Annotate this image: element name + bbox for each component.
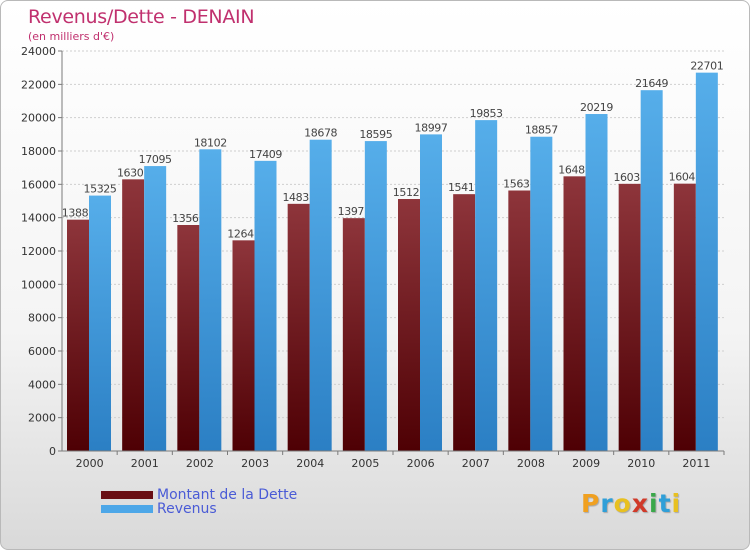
y-tick-label: 24000 — [21, 45, 56, 58]
legend-label-revenue: Revenus — [157, 501, 217, 517]
x-tick-label: 2003 — [241, 457, 269, 470]
y-tick-label: 18000 — [21, 145, 56, 158]
y-tick-label: 12000 — [21, 245, 56, 258]
revenue-value-label: 21649 — [635, 77, 668, 90]
revenue-bar — [530, 136, 553, 451]
debt-bar — [287, 203, 310, 451]
legend-swatch-debt — [101, 491, 153, 499]
x-tick-label: 2001 — [131, 457, 159, 470]
revenue-value-label: 17409 — [249, 148, 282, 161]
revenue-bar — [695, 72, 718, 452]
revenue-bar — [475, 120, 498, 451]
debt-bar — [67, 219, 89, 451]
logo-letter: x — [631, 489, 649, 518]
debt-bar — [508, 190, 531, 451]
y-tick-label: 0 — [49, 445, 56, 458]
revenue-bar — [420, 134, 442, 451]
chart-legend: Montant de la Dette Revenus — [101, 487, 298, 517]
revenue-value-label: 18102 — [194, 136, 227, 149]
debt-value-label: 1388 — [62, 207, 89, 220]
revenue-value-label: 18595 — [359, 128, 392, 141]
legend-item-debt: Montant de la Dette — [101, 487, 298, 503]
y-tick-label: 22000 — [21, 78, 56, 91]
revenue-bar — [199, 149, 222, 452]
logo-letter: i — [649, 489, 659, 518]
revenue-bar — [254, 160, 277, 451]
debt-value-label: 1541 — [448, 181, 474, 194]
revenue-bar — [144, 166, 167, 452]
x-tick-label: 2010 — [627, 457, 655, 470]
debt-bar — [342, 218, 365, 451]
debt-bar — [673, 183, 696, 451]
revenue-value-label: 18997 — [415, 121, 448, 134]
y-tick-label: 10000 — [21, 278, 56, 291]
revenue-value-label: 15325 — [84, 183, 117, 196]
revenue-value-label: 20219 — [580, 101, 613, 114]
debt-bar — [398, 199, 420, 451]
legend-item-revenue: Revenus — [101, 501, 297, 517]
debt-value-label: 1264 — [227, 227, 254, 240]
debt-value-label: 1604 — [669, 171, 696, 184]
debt-bar — [122, 179, 145, 452]
chart-title: Revenus/Dette - DENAIN — [28, 6, 255, 28]
y-tick-label: 14000 — [21, 212, 56, 225]
y-tick-label: 16000 — [21, 178, 56, 191]
x-tick-label: 2011 — [682, 457, 710, 470]
y-tick-label: 8000 — [28, 312, 56, 325]
legend-swatch-revenue — [101, 505, 153, 513]
revenue-bar — [585, 114, 608, 452]
logo-letter: r — [600, 489, 614, 518]
revenue-value-label: 17095 — [139, 153, 172, 166]
logo-letter: i — [671, 489, 682, 518]
revenue-bar — [89, 195, 111, 451]
debt-value-label: 1397 — [338, 205, 365, 218]
y-tick-label: 2000 — [28, 412, 56, 425]
debt-value-label: 1512 — [393, 186, 419, 199]
x-tick-label: 2005 — [351, 457, 379, 470]
revenue-bar — [640, 90, 663, 451]
x-tick-label: 2006 — [407, 457, 435, 470]
y-tick-label: 6000 — [28, 345, 56, 358]
logo-letter: P — [581, 489, 601, 518]
legend-label-debt: Montant de la Dette — [157, 487, 298, 503]
x-tick-label: 2007 — [462, 457, 490, 470]
revenue-value-label: 18857 — [525, 124, 558, 137]
debt-bar — [563, 176, 586, 452]
debt-bar — [232, 240, 255, 451]
debt-value-label: 1563 — [503, 178, 530, 191]
x-tick-label: 2000 — [76, 457, 104, 470]
debt-value-label: 1648 — [558, 163, 585, 176]
proxiti-logo: Proxiti — [581, 489, 681, 518]
revenue-value-label: 22701 — [690, 60, 723, 73]
debt-value-label: 1356 — [172, 212, 199, 225]
revenue-value-label: 18678 — [304, 127, 337, 140]
x-tick-label: 2004 — [296, 457, 324, 470]
debt-value-label: 1483 — [282, 191, 309, 204]
chart-subtitle: (en milliers d'€) — [28, 30, 115, 43]
logo-letter: o — [613, 489, 632, 518]
logo-letter: t — [658, 489, 672, 518]
debt-value-label: 1603 — [613, 171, 640, 184]
debt-bar — [618, 183, 641, 452]
revenue-bar — [309, 139, 332, 451]
revenue-bar — [364, 141, 387, 452]
y-tick-label: 20000 — [21, 112, 56, 125]
x-tick-label: 2002 — [186, 457, 214, 470]
debt-bar — [453, 194, 476, 451]
debt-bar — [177, 225, 200, 451]
x-tick-label: 2008 — [517, 457, 545, 470]
x-tick-label: 2009 — [572, 457, 600, 470]
revenue-value-label: 19853 — [470, 107, 503, 120]
y-tick-label: 4000 — [28, 378, 56, 391]
debt-value-label: 1630 — [117, 166, 144, 179]
